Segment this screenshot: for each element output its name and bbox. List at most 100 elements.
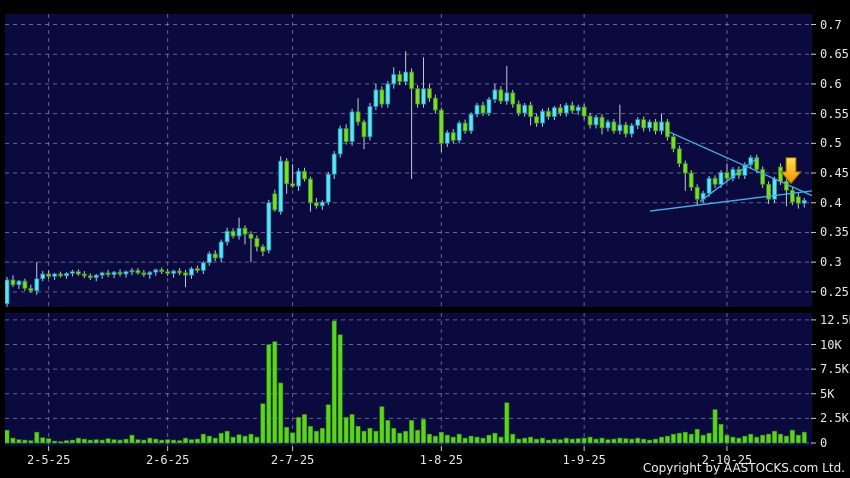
volume-bar <box>599 437 605 444</box>
price-panel[interactable] <box>5 14 812 307</box>
volume-bar <box>676 432 682 444</box>
volume-bar <box>718 423 724 444</box>
candle-down <box>432 97 438 111</box>
volume-bar <box>218 432 224 444</box>
candle-down <box>676 148 682 164</box>
candle-up <box>218 241 224 259</box>
candle-up <box>552 107 557 117</box>
volume-bar <box>504 402 510 444</box>
volume-bar <box>777 433 783 444</box>
candle-up <box>605 121 611 129</box>
volume-bar <box>486 434 492 444</box>
candle-up <box>629 125 635 135</box>
candle-down <box>688 172 694 188</box>
volume-bar <box>605 439 611 444</box>
candles-group <box>5 51 812 307</box>
volume-bar <box>801 431 807 444</box>
volume-bar <box>688 433 694 444</box>
candle-down <box>22 280 28 289</box>
candle-up <box>575 106 581 112</box>
volume-panel[interactable] <box>5 313 812 446</box>
volume-bar <box>290 432 296 444</box>
candle-down <box>599 116 605 129</box>
volume-bar <box>81 438 87 444</box>
volume-bar <box>165 439 171 444</box>
candle-up <box>391 74 397 85</box>
volume-bar <box>296 417 302 444</box>
volume-bar <box>492 432 498 444</box>
candle-up <box>325 173 331 203</box>
x-axis-label: 2-10-25 <box>701 453 753 467</box>
volume-bar <box>432 435 438 444</box>
volume-bar <box>200 433 206 444</box>
candle-up <box>266 202 272 251</box>
candle-up <box>331 153 337 175</box>
candle-down <box>248 233 254 239</box>
volume-bar <box>379 406 385 444</box>
candle-down <box>480 104 486 114</box>
volume-bar <box>760 434 766 444</box>
volume-bar <box>117 439 123 444</box>
volume-bar <box>313 430 319 444</box>
candle-down <box>581 106 587 117</box>
volume-bar <box>159 439 165 444</box>
candle-down <box>546 110 551 117</box>
volume-bar <box>593 438 599 444</box>
volume-bar <box>87 439 93 444</box>
candle-down <box>302 170 307 180</box>
price-axis-label: 0.25 <box>820 284 849 299</box>
trendline <box>649 190 812 212</box>
volume-bar <box>331 320 337 444</box>
volume-bar <box>444 434 450 444</box>
volume-bar <box>284 426 290 444</box>
candle-up <box>367 106 373 138</box>
candle-down <box>534 116 539 124</box>
candle-down <box>516 103 522 114</box>
candle-down <box>694 186 700 200</box>
volume-bar <box>349 414 355 444</box>
volume-bar <box>153 438 159 444</box>
candle-up <box>200 262 206 271</box>
candle-down <box>498 89 504 102</box>
candle-up <box>635 119 641 126</box>
candle-down <box>242 227 248 235</box>
volume-bar <box>783 435 789 444</box>
candle-up <box>5 279 10 305</box>
volume-bar <box>307 425 313 444</box>
copyright-text: Copyright by AASTOCKS.com Ltd. <box>642 461 845 475</box>
candle-down <box>313 202 319 207</box>
candle-up <box>456 122 462 141</box>
volume-bar <box>670 433 676 444</box>
volume-bar <box>64 440 70 444</box>
candle-down <box>355 111 361 123</box>
candle-down <box>766 183 771 200</box>
candle-down <box>308 178 313 204</box>
volume-bar <box>563 437 569 444</box>
candle-up <box>129 270 135 273</box>
volume-bar <box>58 441 64 444</box>
volume-bar <box>242 435 248 444</box>
candle-up <box>593 116 599 126</box>
volume-bar <box>426 433 432 444</box>
volume-bar <box>581 437 587 444</box>
candle-down <box>438 109 444 144</box>
candle-down <box>260 246 266 252</box>
volume-axis-label: 12.5K <box>820 312 850 327</box>
down-arrow-icon <box>779 157 803 185</box>
price-axis-label: 0.5 <box>820 136 842 151</box>
volume-bars-group <box>5 320 807 444</box>
volume-bar <box>438 431 444 444</box>
volume-bar <box>135 439 141 444</box>
candle-down <box>450 132 456 141</box>
volume-bar <box>569 438 575 444</box>
candle-up <box>52 273 57 277</box>
candle-up <box>171 270 177 274</box>
volume-bar <box>397 432 403 444</box>
candle-up <box>64 273 69 277</box>
candle-down <box>28 287 34 292</box>
volume-bar <box>194 438 200 444</box>
volume-bar <box>301 414 307 444</box>
candle-down <box>724 172 730 179</box>
